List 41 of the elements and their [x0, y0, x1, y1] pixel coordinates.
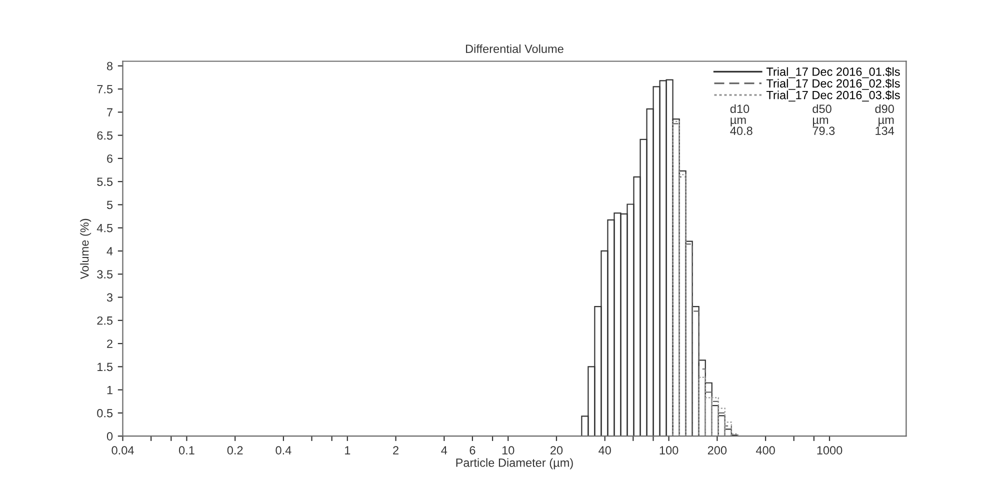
- x-tick-label: 1: [345, 446, 350, 454]
- legend-label: Trial_17 Dec 2016_01.$ls: [766, 67, 900, 78]
- x-tick-label: 0.2: [227, 446, 243, 454]
- y-tick-label: 3.5: [97, 270, 113, 279]
- y-tick-label: 1.5: [98, 362, 113, 372]
- y-tick-label: 6: [107, 154, 113, 163]
- x-tick-label: 2: [393, 446, 398, 454]
- x-tick-label: 0.04: [112, 446, 134, 454]
- y-tick-label: 2: [107, 340, 112, 348]
- x-tick-label: 100: [660, 446, 678, 454]
- annotation: d90 µm 134: [875, 104, 894, 136]
- y-tick-label: 7: [107, 108, 112, 116]
- y-tick-label: 5.5: [97, 178, 113, 186]
- y-tick-label: 0.5: [97, 408, 113, 418]
- y-axis-title: Volume (%): [80, 218, 92, 280]
- x-tick-label: 200: [708, 446, 727, 454]
- y-tick-label: 4.5: [96, 224, 113, 232]
- x-tick-label: 6: [470, 446, 476, 454]
- x-tick-label: 4: [441, 446, 448, 454]
- x-tick-label: 20: [550, 446, 563, 454]
- y-tick-label: 2.5: [97, 316, 113, 325]
- x-tick-label: 400: [756, 446, 775, 454]
- y-tick-label: 0: [106, 432, 113, 440]
- x-axis-title: Particle Diameter (µm): [456, 458, 573, 470]
- x-tick-label: 10: [502, 446, 514, 454]
- y-tick-label: 5: [106, 200, 113, 210]
- y-tick-label: 8: [106, 62, 113, 70]
- y-tick-label: 1: [107, 386, 112, 394]
- x-tick-label: 1000: [817, 446, 842, 454]
- annotation: d50 µm 79.3: [812, 104, 835, 136]
- y-tick-label: 6.5: [97, 131, 113, 140]
- y-tick-label: 4: [106, 247, 113, 256]
- x-tick-label: 0.4: [276, 446, 292, 454]
- chart-title: Differential Volume: [466, 44, 564, 54]
- legend-label: Trial_17 Dec 2016_03.$ls: [766, 90, 900, 102]
- y-tick-label: 7.5: [97, 85, 113, 94]
- annotation: d10 µm 40.8: [730, 104, 752, 136]
- y-tick-label: 3: [106, 293, 113, 302]
- x-tick-label: 40: [598, 446, 611, 454]
- x-tick-label: 0.1: [178, 446, 194, 454]
- legend-label: Trial_17 Dec 2016_02.$ls: [766, 78, 900, 90]
